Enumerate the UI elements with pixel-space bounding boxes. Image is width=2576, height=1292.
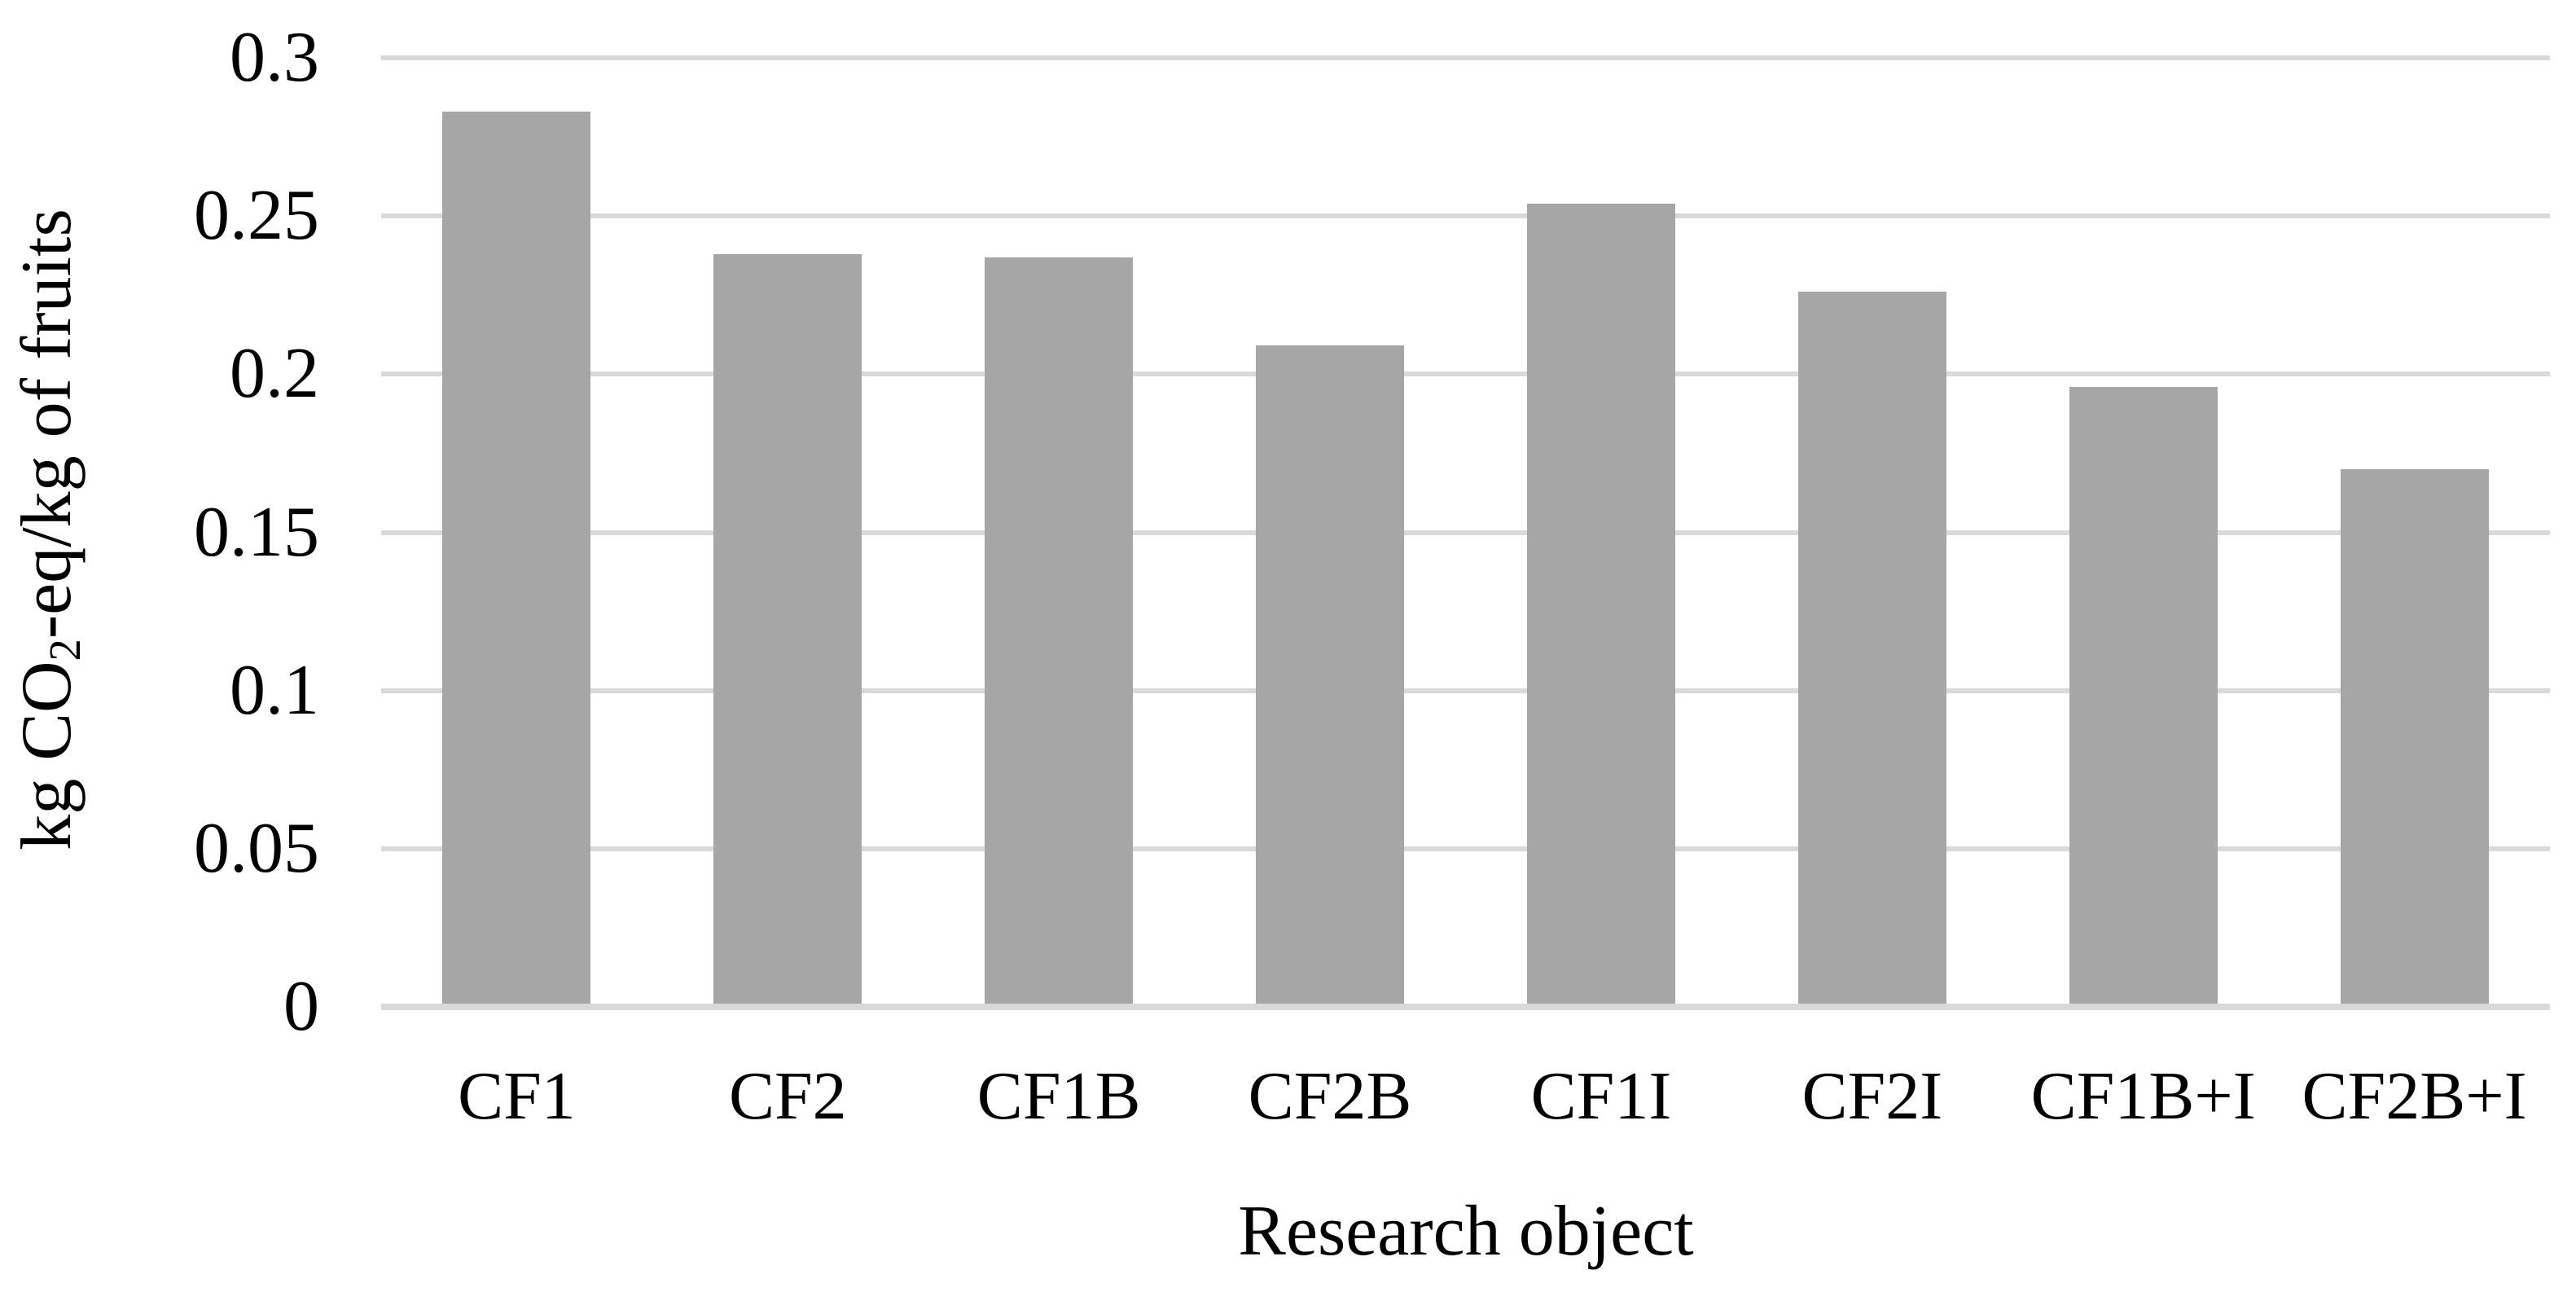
x-tick-label-cf2bplusi: CF2B+I — [2302, 1058, 2527, 1134]
x-tick-label-cf1i: CF1I — [1530, 1058, 1672, 1134]
y-tick-label: 0.3 — [230, 18, 319, 97]
y-tick-label: 0 — [283, 967, 319, 1046]
bar-cf1i — [1526, 203, 1675, 1007]
bar-cf2i — [1797, 292, 1946, 1007]
y-tick-label: 0.15 — [194, 492, 319, 572]
x-tick-label-cf1bplusi: CF1B+I — [2030, 1058, 2256, 1134]
bar-cf1 — [442, 112, 591, 1007]
gridline — [381, 846, 2550, 851]
gridline — [381, 55, 2550, 60]
bar-cf2b — [1256, 345, 1405, 1007]
bar-cf2 — [713, 253, 862, 1007]
bar-cf1bplusi — [2069, 386, 2218, 1007]
x-tick-label-cf1: CF1 — [458, 1058, 576, 1134]
y-tick-label: 0.1 — [230, 650, 319, 730]
y-tick-label: 0.2 — [230, 334, 319, 414]
x-tick-label-cf2i: CF2I — [1801, 1058, 1943, 1134]
plot-area — [381, 55, 2550, 1010]
x-tick-label-cf1b: CF1B — [976, 1058, 1141, 1134]
bar-cf2bplusi — [2340, 468, 2489, 1007]
gridline — [381, 371, 2550, 377]
y-tick-label: 0.25 — [194, 176, 319, 256]
x-tick-label-cf2b: CF2B — [1248, 1058, 1412, 1134]
y-tick-label: 0.05 — [194, 808, 319, 888]
x-axis-baseline — [381, 1004, 2550, 1010]
gridline — [381, 530, 2550, 535]
x-axis-title: Research object — [1238, 1192, 1694, 1271]
x-tick-label-cf2: CF2 — [728, 1058, 847, 1134]
gridline — [381, 688, 2550, 693]
bar-cf1b — [985, 257, 1134, 1007]
y-axis-tick-labels: 0 0.05 0.1 0.15 0.2 0.25 0.3 — [0, 22, 319, 1043]
gridline — [381, 213, 2550, 219]
